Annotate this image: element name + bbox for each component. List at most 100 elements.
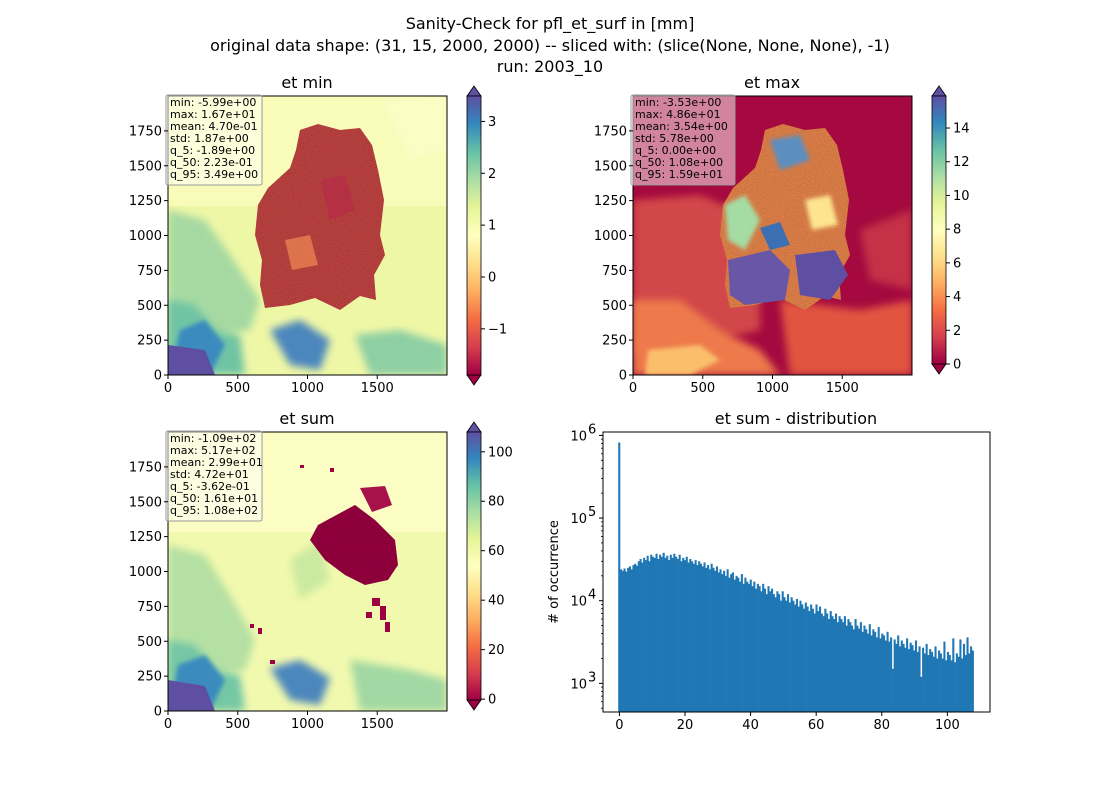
histogram-bar <box>696 565 699 712</box>
y-tick-label: 1500 <box>129 159 162 174</box>
colorbar-tick-label: 3 <box>488 115 496 130</box>
histogram-bar <box>817 611 820 712</box>
colorbar-tick-label: −1 <box>488 322 507 337</box>
histogram-bar <box>911 645 914 712</box>
histogram-bar <box>723 570 726 712</box>
histogram-bar <box>728 577 731 712</box>
histogram-bar <box>914 640 918 712</box>
histogram-bar <box>644 560 647 712</box>
histogram-bar <box>737 577 740 712</box>
histogram-bar <box>755 588 758 712</box>
histogram-bar <box>708 569 711 712</box>
histogram-bar <box>868 624 871 712</box>
stat-q95: q_95: 1.59e+01 <box>635 168 723 181</box>
histogram-bar <box>662 552 665 712</box>
histogram-bar <box>840 619 843 712</box>
histogram-bar <box>694 560 697 712</box>
histogram-bar <box>763 588 766 712</box>
colorbar-tick-label: 0 <box>488 693 496 708</box>
y-tick-label: 1750 <box>129 124 162 139</box>
histogram-bar <box>879 638 882 712</box>
histogram-bar <box>938 650 941 712</box>
histogram-bar <box>804 602 807 712</box>
histogram-bar <box>783 597 786 712</box>
histogram-bars <box>618 442 974 712</box>
x-tick-label: 80 <box>873 718 890 733</box>
colorbar-tick-label: 2 <box>488 167 496 182</box>
histogram-bar <box>712 567 715 712</box>
colorbar: 14 12 10 8 6 4 2 0 <box>931 85 970 375</box>
histogram-bar <box>882 635 886 712</box>
histogram-bar <box>957 656 960 712</box>
y-tick-label: 750 <box>602 264 627 279</box>
colorbar-tick-label: 100 <box>488 445 513 460</box>
histogram-bar <box>872 629 875 712</box>
histogram-bar <box>721 574 724 712</box>
panel-et-sum-distribution: et sum - distribution 0 20 40 60 80 100 10 310… <box>547 409 991 733</box>
histogram-bar <box>682 557 685 712</box>
histogram-bar <box>787 594 790 712</box>
histogram-bar <box>863 625 866 712</box>
histogram-bar <box>890 637 893 712</box>
histogram-bar <box>966 637 969 712</box>
histogram-bar <box>675 556 678 712</box>
stat-q5: q_5: -3.62e-01 <box>170 480 250 493</box>
y-tick-label: 1250 <box>129 530 162 545</box>
histogram-bar <box>920 676 923 712</box>
y-tick-label: 1000 <box>129 229 162 244</box>
y-axis: 0 250 500 750 1000 1250 1500 1750 <box>594 124 633 384</box>
histogram-bar <box>621 570 624 712</box>
histogram-bar <box>788 602 791 712</box>
x-tick-label: 500 <box>690 381 715 396</box>
stat-q5: q_5: -1.89e+00 <box>170 144 255 157</box>
histogram-bar <box>888 641 891 712</box>
suptitle-line-1: Sanity-Check for pfl_et_surf in [mm] <box>406 14 695 34</box>
histogram-bar <box>776 591 779 712</box>
histogram-bar <box>897 635 900 712</box>
histogram-bar <box>824 608 827 712</box>
x-axis: 0 500 1000 1500 <box>164 711 394 732</box>
histogram-bar <box>813 613 816 712</box>
panel-title: et sum - distribution <box>715 409 877 428</box>
colorbar-tick-label: 14 <box>953 122 970 137</box>
histogram-bar <box>779 600 782 712</box>
stat-mean: mean: 3.54e+00 <box>635 120 728 133</box>
histogram-bar <box>660 556 663 712</box>
histogram-bar <box>916 651 919 712</box>
colorbar-gradient <box>931 95 947 365</box>
histogram-bar <box>895 643 898 712</box>
histogram-bar <box>930 651 934 712</box>
colorbar-extend-min <box>466 374 482 386</box>
colorbar-tick-label: 12 <box>953 155 970 170</box>
histogram-bar <box>724 575 727 712</box>
stat-min: min: -5.99e+00 <box>170 96 256 109</box>
x-tick-label: 40 <box>742 718 759 733</box>
y-tick-label: 750 <box>137 600 162 615</box>
histogram-bar <box>950 660 953 712</box>
stat-q50: q_50: 1.08e+00 <box>635 156 723 169</box>
stat-q5: q_5: 0.00e+00 <box>635 144 716 157</box>
x-tick-label: 60 <box>808 718 825 733</box>
x-tick-label: 20 <box>677 718 694 733</box>
histogram-bar <box>833 619 836 712</box>
histogram-bar <box>630 569 633 712</box>
histogram-bar <box>731 572 735 712</box>
histogram-bar <box>795 598 798 712</box>
histogram-bar <box>854 619 857 712</box>
histogram-bar <box>959 639 962 712</box>
histogram-bar <box>902 643 905 712</box>
panel-et-sum: et sum min: -1.09e+0 <box>129 409 513 732</box>
x-tick-label: 1000 <box>756 381 789 396</box>
histogram-bar <box>954 662 957 712</box>
histogram-bar <box>843 616 846 712</box>
histogram-bar <box>655 553 658 712</box>
y-tick-label: 250 <box>137 670 162 685</box>
histogram-bar <box>797 606 800 712</box>
histogram-bar <box>669 554 672 712</box>
colorbar-tick-label: 10 <box>953 189 970 204</box>
histogram-bar <box>790 597 793 712</box>
histogram-bar <box>632 565 635 712</box>
histogram-bar <box>836 622 839 712</box>
histogram-bar <box>769 591 772 712</box>
